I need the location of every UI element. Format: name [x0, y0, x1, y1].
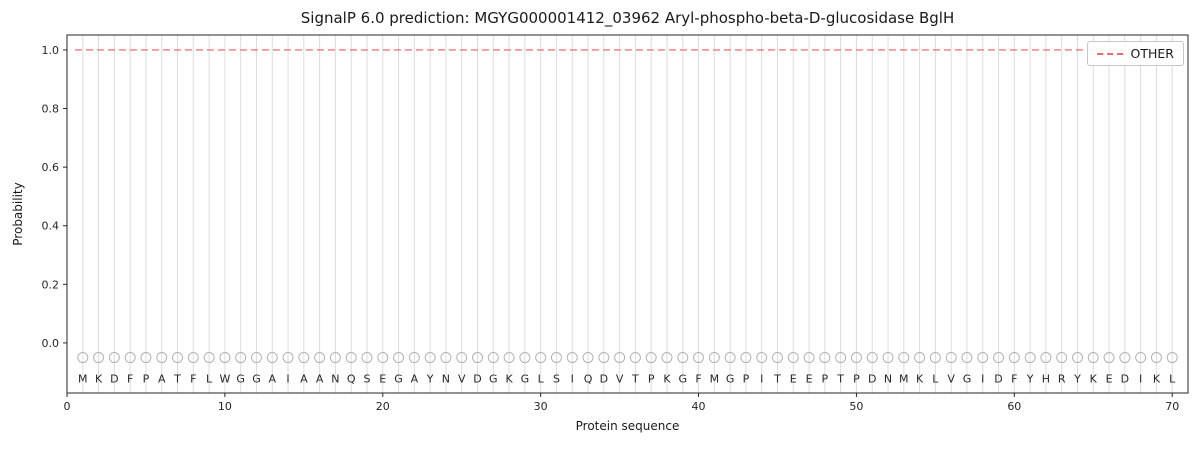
x-axis-ticks: 0 10 20 30 40 50 60 70: [64, 393, 1179, 413]
svg-text:1.0: 1.0: [42, 44, 60, 57]
svg-text:10: 10: [218, 400, 232, 413]
svg-text:T: T: [773, 373, 781, 386]
svg-text:Q: Q: [584, 373, 593, 386]
svg-text:G: G: [726, 373, 735, 386]
svg-text:R: R: [1058, 373, 1066, 386]
x-axis-label: Protein sequence: [575, 419, 680, 433]
svg-text:S: S: [553, 373, 560, 386]
svg-text:T: T: [173, 373, 181, 386]
svg-text:G: G: [394, 373, 403, 386]
svg-text:D: D: [110, 373, 118, 386]
svg-text:L: L: [932, 373, 939, 386]
svg-text:T: T: [631, 373, 639, 386]
svg-text:I: I: [286, 373, 289, 386]
svg-text:V: V: [458, 373, 466, 386]
svg-text:L: L: [1169, 373, 1176, 386]
svg-text:N: N: [884, 373, 892, 386]
svg-text:F: F: [190, 373, 196, 386]
svg-text:G: G: [489, 373, 498, 386]
svg-text:30: 30: [534, 400, 548, 413]
svg-text:H: H: [1042, 373, 1050, 386]
svg-text:E: E: [790, 373, 797, 386]
svg-text:0: 0: [64, 400, 71, 413]
svg-text:F: F: [695, 373, 701, 386]
svg-text:0.2: 0.2: [42, 278, 60, 291]
svg-text:I: I: [571, 373, 574, 386]
svg-text:G: G: [521, 373, 530, 386]
svg-text:A: A: [158, 373, 166, 386]
dashed-line-icon: [1096, 52, 1123, 55]
svg-text:M: M: [78, 373, 88, 386]
svg-text:40: 40: [692, 400, 706, 413]
svg-text:Y: Y: [1073, 373, 1081, 386]
svg-text:F: F: [127, 373, 133, 386]
svg-text:I: I: [1139, 373, 1142, 386]
svg-text:D: D: [600, 373, 608, 386]
svg-text:D: D: [473, 373, 481, 386]
svg-text:Y: Y: [426, 373, 434, 386]
svg-text:N: N: [442, 373, 450, 386]
svg-text:A: A: [411, 373, 419, 386]
svg-text:P: P: [648, 373, 655, 386]
svg-text:N: N: [331, 373, 339, 386]
svg-text:P: P: [743, 373, 750, 386]
svg-text:G: G: [236, 373, 245, 386]
svg-text:E: E: [1106, 373, 1113, 386]
svg-text:D: D: [1121, 373, 1129, 386]
svg-text:A: A: [316, 373, 324, 386]
svg-text:G: G: [678, 373, 687, 386]
svg-text:0.6: 0.6: [42, 161, 60, 174]
svg-text:L: L: [206, 373, 213, 386]
svg-text:E: E: [806, 373, 813, 386]
svg-text:K: K: [505, 373, 513, 386]
svg-text:G: G: [252, 373, 261, 386]
svg-text:K: K: [1090, 373, 1098, 386]
legend: OTHER: [1086, 41, 1184, 66]
svg-text:T: T: [836, 373, 844, 386]
svg-text:K: K: [95, 373, 103, 386]
svg-text:Q: Q: [347, 373, 356, 386]
svg-text:S: S: [363, 373, 370, 386]
svg-text:D: D: [868, 373, 876, 386]
svg-text:W: W: [219, 373, 230, 386]
svg-text:K: K: [916, 373, 924, 386]
svg-text:70: 70: [1165, 400, 1179, 413]
svg-text:K: K: [663, 373, 671, 386]
svg-text:K: K: [1153, 373, 1161, 386]
svg-text:D: D: [994, 373, 1002, 386]
svg-text:P: P: [853, 373, 860, 386]
svg-text:0.4: 0.4: [42, 220, 60, 233]
svg-text:0.0: 0.0: [42, 337, 60, 350]
svg-text:I: I: [981, 373, 984, 386]
svg-text:M: M: [899, 373, 909, 386]
svg-text:60: 60: [1007, 400, 1021, 413]
svg-text:A: A: [300, 373, 308, 386]
chart-title: SignalP 6.0 prediction: MGYG000001412_03…: [300, 9, 955, 27]
svg-text:V: V: [616, 373, 624, 386]
svg-text:M: M: [710, 373, 720, 386]
y-axis-label: Probability: [11, 182, 25, 246]
axes-box: [66, 34, 1189, 394]
legend-label: OTHER: [1130, 46, 1174, 61]
svg-text:G: G: [963, 373, 972, 386]
residue-gridlines: [82, 35, 1173, 393]
y-axis-ticks: 0.0 0.2 0.4 0.6 0.8 1.0: [42, 44, 67, 350]
svg-text:A: A: [268, 373, 276, 386]
svg-text:E: E: [379, 373, 386, 386]
svg-text:F: F: [1011, 373, 1017, 386]
svg-text:0.8: 0.8: [42, 103, 60, 116]
residue-markers: [77, 352, 1178, 364]
svg-text:20: 20: [376, 400, 390, 413]
svg-text:I: I: [760, 373, 763, 386]
svg-text:L: L: [538, 373, 545, 386]
svg-text:V: V: [947, 373, 955, 386]
svg-text:Y: Y: [1026, 373, 1034, 386]
svg-text:P: P: [143, 373, 150, 386]
svg-text:50: 50: [849, 400, 863, 413]
svg-text:P: P: [822, 373, 829, 386]
